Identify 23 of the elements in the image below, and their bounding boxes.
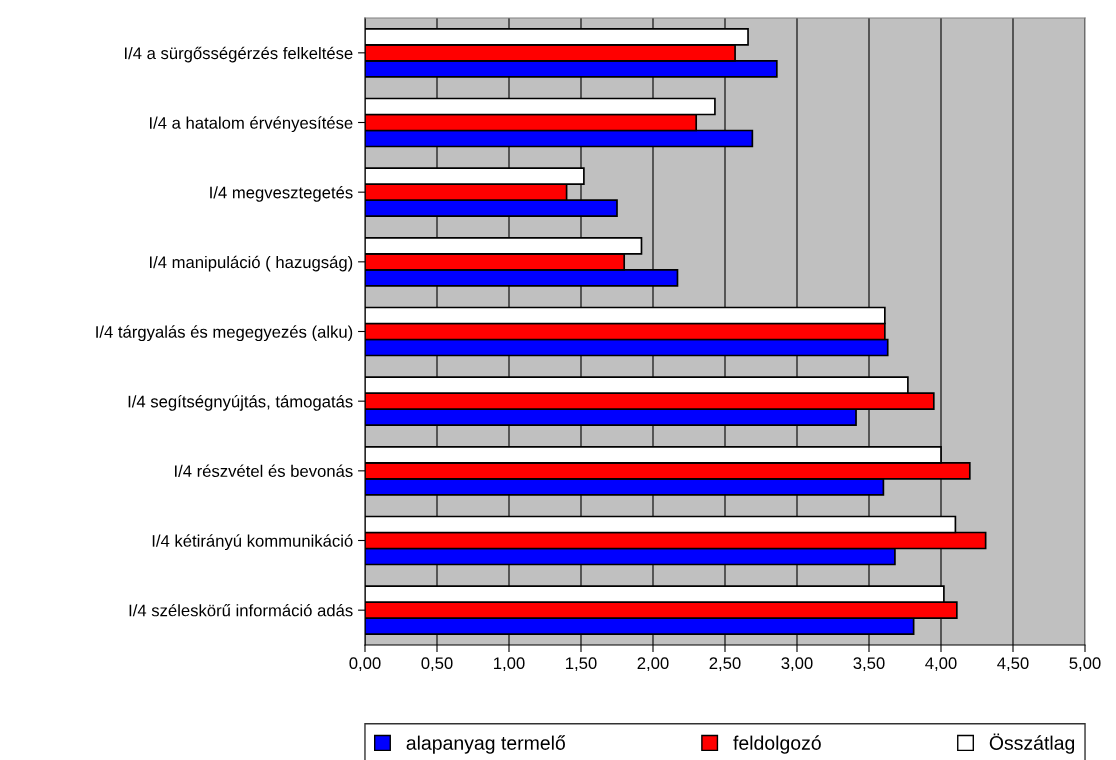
x-tick-label: 2,50 (709, 657, 741, 672)
legend-label: Összátlag (989, 733, 1075, 754)
x-tick-label: 3,50 (853, 657, 885, 672)
y-tick-label: I/4 a sürgősségérzés felkeltése (125, 46, 353, 63)
y-tick-label: I/4 részvétel és bevonás (175, 464, 353, 478)
x-tick-label: 1,50 (566, 657, 597, 672)
x-tick-label: 5,00 (1069, 657, 1101, 672)
x-tick-label: 4,50 (997, 657, 1029, 672)
y-tick-label: I/4 megvesztegetés (210, 186, 353, 202)
x-tick-label: 3,00 (781, 657, 813, 672)
y-tick-label: I/4 manipuláció ( hazugság) (150, 255, 353, 272)
y-tick-label: I/4 széleskörű információ adás (129, 603, 353, 617)
x-tick-label: 0,50 (421, 657, 453, 672)
x-tick-label: 2,00 (637, 657, 669, 672)
legend-label: feldolgozó (733, 735, 821, 754)
x-tick-label: 1,00 (494, 657, 525, 672)
legend-label: alapanyag termelő (406, 735, 566, 754)
y-tick-label: I/4 tárgyalás és megegyezés (alku) (96, 325, 353, 342)
x-tick-label: 4,00 (925, 657, 957, 672)
x-tick-label: 0,00 (349, 657, 381, 672)
y-tick-label: I/4 segítségnyújtás, támogatás (128, 395, 353, 411)
y-tick-label: I/4 a hatalom érvényesítése (150, 116, 353, 133)
y-tick-label: I/4 kétirányú kommunikáció (152, 534, 353, 551)
